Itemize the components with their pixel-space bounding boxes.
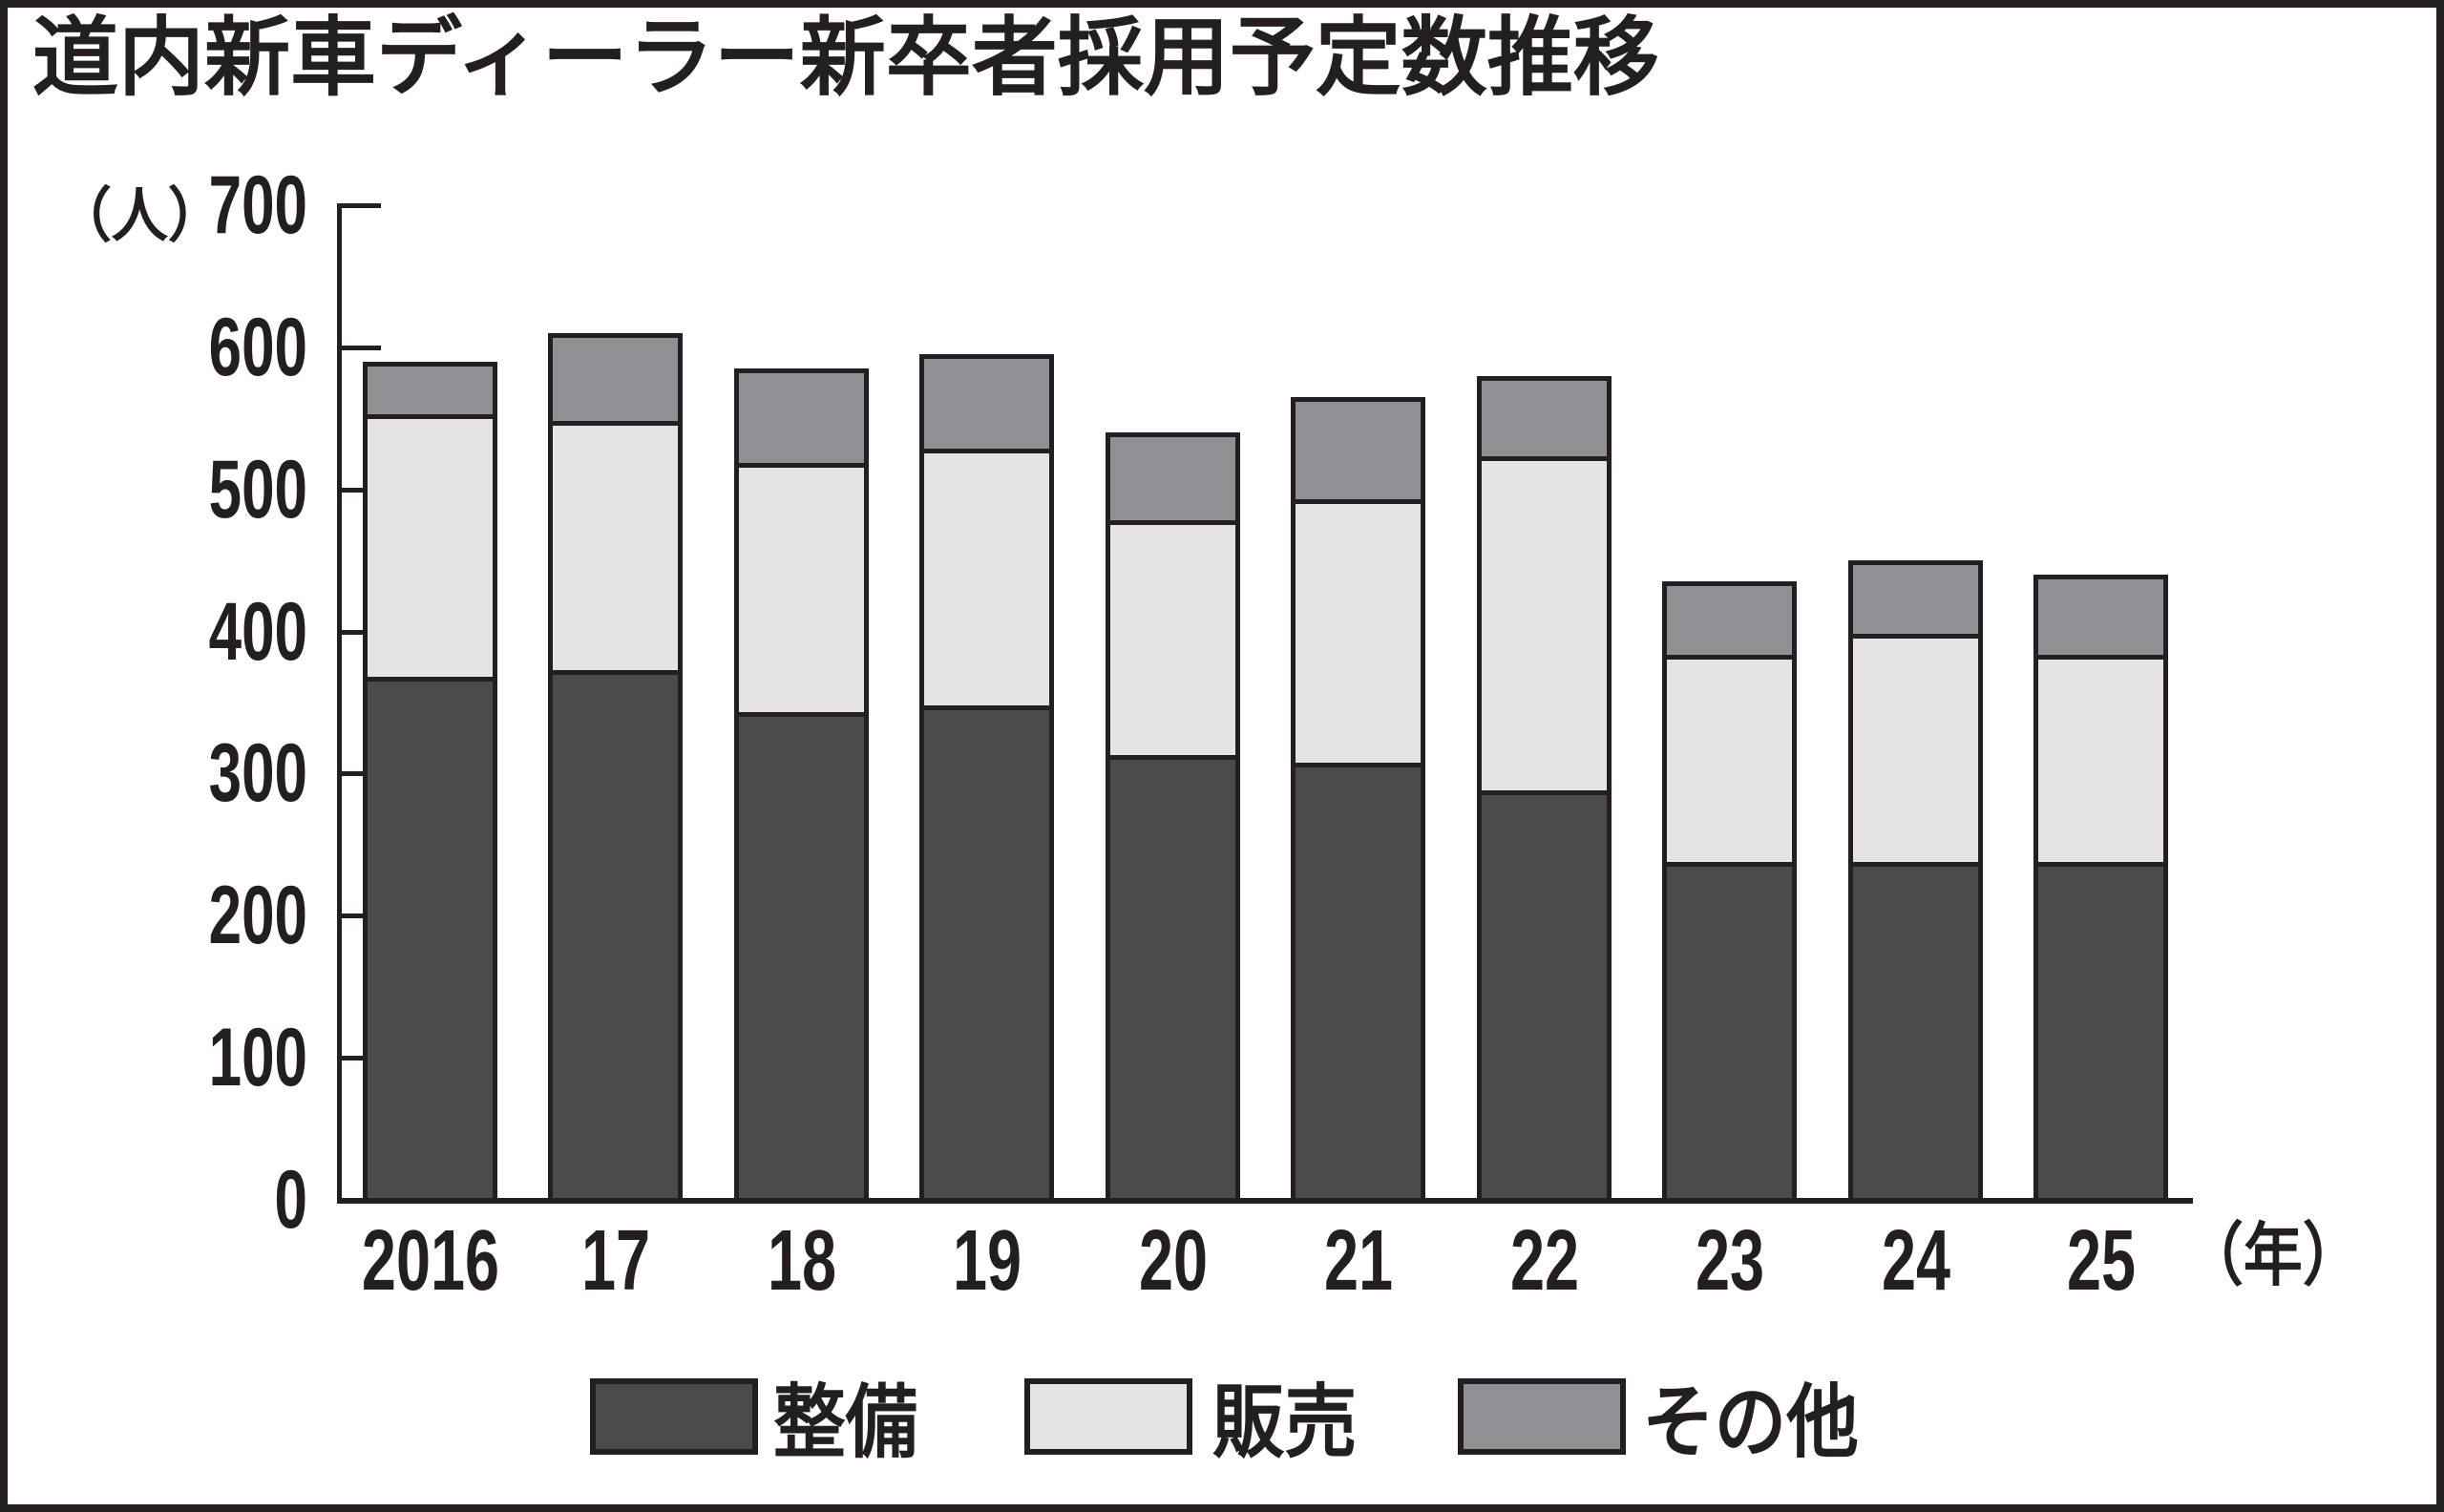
bar-21 bbox=[1291, 397, 1425, 1203]
x-axis-line bbox=[337, 1198, 2193, 1204]
x-axis-label-25: 25 bbox=[2066, 1213, 2136, 1309]
bar-20-segment-other bbox=[1110, 437, 1235, 525]
bar-25 bbox=[2033, 575, 2168, 1203]
bar-19 bbox=[919, 354, 1054, 1203]
bar-18-segment-other bbox=[739, 373, 864, 468]
y-axis-tick-label-300: 300 bbox=[208, 727, 307, 820]
y-axis-tick-200 bbox=[337, 914, 381, 919]
bar-20-segment-maintenance bbox=[1110, 755, 1235, 1198]
y-axis-tick-label-600: 600 bbox=[208, 301, 307, 393]
y-axis-unit-label: （人） bbox=[55, 183, 224, 249]
y-axis-tick-label-400: 400 bbox=[208, 585, 307, 678]
y-axis-tick-label-0: 0 bbox=[274, 1154, 307, 1246]
x-axis-unit-label: （年） bbox=[2184, 1218, 2362, 1294]
x-axis-label-24: 24 bbox=[1881, 1213, 1950, 1309]
bar-25-segment-maintenance bbox=[2038, 862, 2163, 1198]
legend-label-maintenance: 整備 bbox=[773, 1377, 918, 1467]
legend-swatch-other bbox=[1458, 1378, 1626, 1455]
x-axis-label-21: 21 bbox=[1323, 1213, 1393, 1309]
bar-23-segment-maintenance bbox=[1667, 862, 1792, 1198]
x-axis-label-20: 20 bbox=[1138, 1213, 1208, 1309]
x-axis-label-19: 19 bbox=[952, 1213, 1022, 1309]
y-axis-line bbox=[337, 203, 342, 1204]
bar-19-segment-maintenance bbox=[924, 705, 1049, 1198]
y-axis-tick-label-200: 200 bbox=[208, 870, 307, 962]
y-axis-tick-100 bbox=[337, 1056, 381, 1061]
bar-24 bbox=[1848, 560, 1983, 1203]
bar-17-segment-other bbox=[553, 338, 678, 426]
bar-21-segment-other bbox=[1296, 402, 1421, 504]
x-axis-label-2016: 2016 bbox=[361, 1213, 499, 1309]
bar-2016 bbox=[363, 362, 497, 1203]
bar-24-segment-maintenance bbox=[1853, 862, 1978, 1198]
legend-label-other: その他 bbox=[1642, 1377, 1859, 1467]
bar-17-segment-maintenance bbox=[553, 670, 678, 1198]
bar-24-segment-other bbox=[1853, 565, 1978, 639]
bar-18 bbox=[734, 368, 869, 1203]
x-axis-label-22: 22 bbox=[1509, 1213, 1579, 1309]
y-axis-tick-label-500: 500 bbox=[208, 443, 307, 536]
bar-2016-segment-other bbox=[368, 367, 493, 419]
legend-label-sales: 販売 bbox=[1212, 1377, 1358, 1467]
bar-17 bbox=[548, 333, 683, 1203]
bar-25-segment-other bbox=[2038, 579, 2163, 660]
x-axis-label-18: 18 bbox=[767, 1213, 836, 1309]
y-axis-tick-400 bbox=[337, 629, 381, 635]
bar-22-segment-other bbox=[1482, 381, 1607, 461]
y-axis-tick-500 bbox=[337, 487, 381, 493]
bar-19-segment-other bbox=[924, 359, 1049, 453]
legend-swatch-sales bbox=[1024, 1378, 1192, 1455]
y-axis-tick-label-100: 100 bbox=[208, 1012, 307, 1104]
bar-22 bbox=[1477, 376, 1612, 1203]
bar-23 bbox=[1662, 581, 1797, 1203]
bar-22-segment-maintenance bbox=[1482, 790, 1607, 1198]
chart-title: 道内新車ディーラー新卒者採用予定数推移 bbox=[32, 10, 1659, 106]
y-axis-tick-600 bbox=[337, 345, 381, 350]
legend-swatch-maintenance bbox=[590, 1378, 758, 1455]
bar-23-segment-other bbox=[1667, 586, 1792, 660]
bar-20 bbox=[1106, 432, 1240, 1203]
bar-18-segment-maintenance bbox=[739, 712, 864, 1198]
x-axis-label-17: 17 bbox=[580, 1213, 650, 1309]
y-axis-tick-700 bbox=[337, 203, 381, 208]
y-axis-tick-300 bbox=[337, 771, 381, 777]
bar-2016-segment-maintenance bbox=[368, 677, 493, 1198]
y-axis-tick-label-700: 700 bbox=[208, 159, 307, 251]
x-axis-label-23: 23 bbox=[1695, 1213, 1764, 1309]
bar-21-segment-maintenance bbox=[1296, 763, 1421, 1198]
